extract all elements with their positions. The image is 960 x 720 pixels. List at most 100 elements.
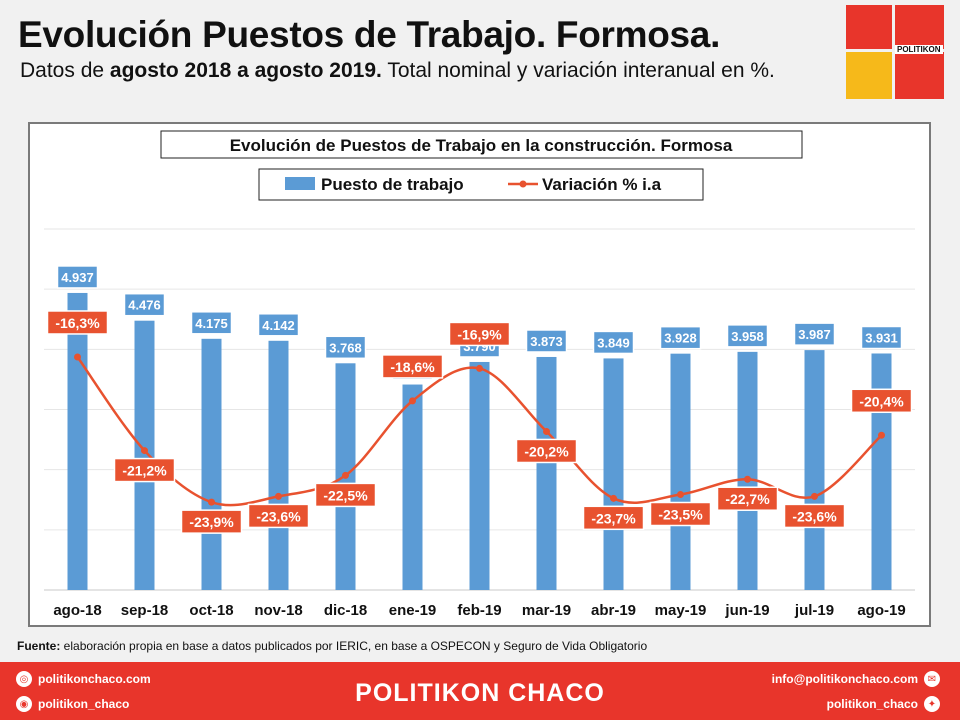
footer-instagram[interactable]: ◉ politikon_chaco <box>16 696 129 712</box>
bar-label-box <box>324 335 367 360</box>
x-tick-label: jun-19 <box>724 602 769 619</box>
line-value-label: -21,2% <box>122 463 167 479</box>
line-label-box <box>783 503 846 529</box>
line-point <box>342 471 349 479</box>
legend-line-marker <box>519 180 527 188</box>
line-label-box <box>314 482 377 508</box>
bar-label-box <box>793 322 836 346</box>
line-point <box>811 492 818 500</box>
logo-square-bottom-right <box>895 52 944 99</box>
footer-twitter-text: politikon_chaco <box>826 697 918 711</box>
footer-brand: POLITIKON CHACO <box>355 679 605 707</box>
line-value-label: -16,3% <box>55 315 100 331</box>
footer-email[interactable]: info@politikonchaco.com ✉ <box>772 671 940 687</box>
line-point <box>275 492 282 500</box>
bar-label-box <box>860 325 903 350</box>
line-point <box>677 490 684 498</box>
bar <box>402 384 423 590</box>
footer-website[interactable]: ◎ politikonchaco.com <box>16 671 151 687</box>
page-subtitle: Datos de agosto 2018 a agosto 2019. Tota… <box>20 59 775 83</box>
line-value-label: -23,7% <box>591 510 636 526</box>
x-tick-label: mar-19 <box>522 602 571 619</box>
line-label-box <box>850 388 913 414</box>
line-value-label: -23,5% <box>658 506 703 522</box>
logo-square-top-left <box>846 5 892 49</box>
page-title: Evolución Puestos de Trabajo. Formosa. <box>18 14 721 55</box>
bar-value-label: 3.873 <box>530 334 563 349</box>
x-tick-label: ago-18 <box>53 602 101 619</box>
bar <box>670 353 691 590</box>
line-value-label: -20,4% <box>859 393 904 409</box>
source-note: Fuente: elaboración propia en base a dat… <box>17 639 647 653</box>
legend-box <box>258 168 704 201</box>
source-label: Fuente: <box>17 639 61 653</box>
line-label-box <box>716 486 779 511</box>
bar <box>134 320 155 590</box>
bar-value-label: 4.175 <box>195 316 228 331</box>
bar <box>804 350 825 590</box>
bar <box>201 338 222 590</box>
line-label-box <box>113 457 176 483</box>
footer-email-text: info@politikonchaco.com <box>771 672 918 686</box>
footer-twitter[interactable]: politikon_chaco ✦ <box>827 696 940 712</box>
subtitle-prefix: Datos de <box>20 59 110 82</box>
line-value-label: -23,6% <box>792 508 837 524</box>
bar-label-box <box>123 292 166 317</box>
x-tick-label: feb-19 <box>457 602 501 619</box>
bar-value-label: 4.476 <box>128 298 161 313</box>
line-label-box <box>515 438 578 464</box>
line-point <box>610 494 617 502</box>
legend-bar-label: Puesto de trabajo <box>321 175 464 194</box>
bar <box>67 292 88 590</box>
chart-svg: Evolución de Puestos de Trabajo en la co… <box>44 130 915 619</box>
x-tick-label: sep-18 <box>121 602 169 619</box>
x-tick-label: nov-18 <box>254 602 302 619</box>
bar-value-label: 3.768 <box>329 340 362 355</box>
line-value-label: -16,9% <box>457 326 502 342</box>
x-tick-label: may-19 <box>655 602 707 619</box>
logo-square-top-right <box>895 5 944 49</box>
bar-value-label: 3.958 <box>731 329 764 344</box>
bar <box>603 358 624 590</box>
logo-text: POLITIKON <box>895 45 943 54</box>
bar-value-label: 3.928 <box>664 331 697 346</box>
bar-value-label: 3.931 <box>865 330 898 345</box>
chart-panel: Evolución de Puestos de Trabajo en la co… <box>28 122 931 627</box>
line-value-label: -20,2% <box>524 443 569 459</box>
line-label-box <box>46 310 109 335</box>
line-value-label: -22,7% <box>725 491 770 507</box>
line-value-label: -22,5% <box>323 487 368 503</box>
subtitle-period: agosto 2018 a agosto 2019. <box>109 59 382 82</box>
line-point <box>409 397 416 405</box>
line-point <box>878 431 885 439</box>
bar <box>536 356 557 590</box>
bar-value-label: 3.849 <box>597 335 630 350</box>
bar-label-box <box>56 265 99 289</box>
line-point <box>141 447 148 455</box>
legend-line-label: Variación % i.a <box>542 175 662 194</box>
bar-label-box <box>190 311 233 335</box>
bar-value-label: 4.142 <box>262 318 295 333</box>
x-tick-label: oct-18 <box>189 602 233 619</box>
subtitle-suffix: Total nominal y variación interanual en … <box>381 59 775 82</box>
bar-label-box <box>592 330 635 355</box>
footer-instagram-text: politikon_chaco <box>38 697 130 711</box>
bar-label-box <box>525 329 568 353</box>
line-label-box <box>649 501 712 527</box>
bar-label-box <box>659 325 702 350</box>
globe-icon: ◎ <box>16 671 32 687</box>
line-value-label: -23,6% <box>256 508 301 524</box>
legend-bar-swatch <box>285 177 315 190</box>
line-label-box <box>247 503 310 529</box>
bar <box>469 361 490 590</box>
line-label-box <box>180 509 243 534</box>
line-point <box>208 498 215 506</box>
line-label-box <box>582 505 645 531</box>
footer-website-text: politikonchaco.com <box>38 672 151 686</box>
bar-value-label: 3.987 <box>798 327 831 342</box>
instagram-icon: ◉ <box>16 696 32 712</box>
line-point <box>744 475 751 483</box>
bar <box>268 340 289 590</box>
politikon-logo: POLITIKON <box>846 5 944 99</box>
mail-icon: ✉ <box>924 671 940 687</box>
